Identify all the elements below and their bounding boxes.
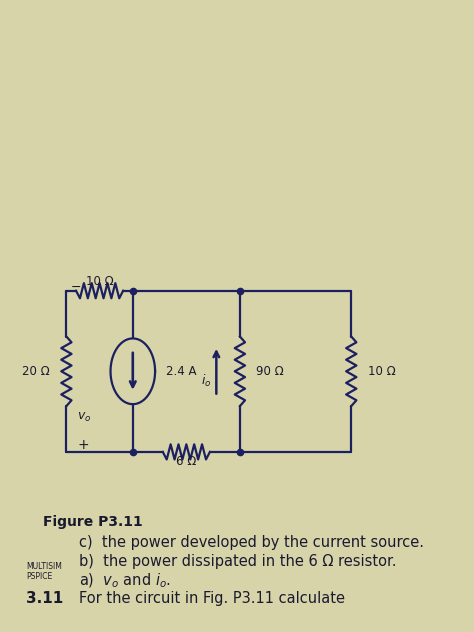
Text: −: − [71, 281, 81, 294]
Text: 20 Ω: 20 Ω [22, 365, 50, 378]
Text: Figure P3.11: Figure P3.11 [43, 515, 143, 529]
Text: a)  $v_o$ and $i_o$.: a) $v_o$ and $i_o$. [79, 572, 171, 590]
Text: $v_o$: $v_o$ [77, 411, 91, 424]
Text: 3.11: 3.11 [26, 591, 63, 606]
Text: For the circuit in Fig. P3.11 calculate: For the circuit in Fig. P3.11 calculate [79, 591, 345, 606]
Text: 10 Ω: 10 Ω [86, 275, 113, 288]
Text: +: + [77, 438, 89, 452]
Text: PSPICE: PSPICE [27, 572, 53, 581]
Text: b)  the power dissipated in the 6 Ω resistor.: b) the power dissipated in the 6 Ω resis… [79, 554, 397, 569]
Text: 90 Ω: 90 Ω [256, 365, 284, 378]
Text: 6 Ω: 6 Ω [176, 454, 197, 468]
Text: MULTISIM: MULTISIM [27, 562, 63, 571]
Text: 10 Ω: 10 Ω [367, 365, 395, 378]
Text: $i_o$: $i_o$ [201, 373, 211, 389]
Text: 2.4 A: 2.4 A [166, 365, 196, 378]
Text: c)  the power developed by the current source.: c) the power developed by the current so… [79, 535, 424, 550]
